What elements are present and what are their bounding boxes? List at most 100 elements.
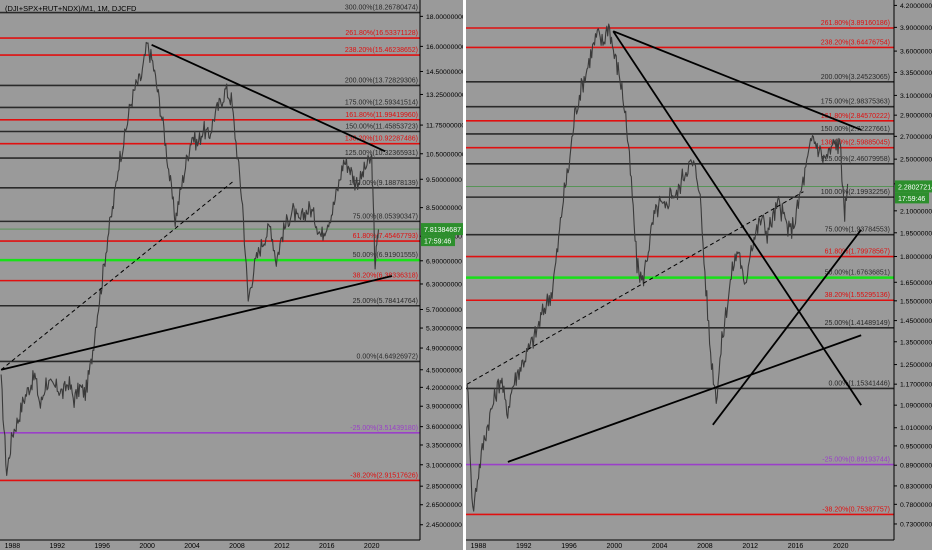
price-axis-tick-label: 3.35000000 <box>900 70 932 77</box>
time-axis-tick-label: 2012 <box>742 543 758 550</box>
fib-level-label: 175.00%(12.59341514) <box>345 99 418 106</box>
time-axis-tick-label: 1988 <box>5 543 21 550</box>
current-price-label: 2.28027214 <box>898 184 932 191</box>
fib-level-label: 100.00%(2.19932256) <box>821 189 890 196</box>
price-axis-tick-label: 4.20000000 <box>426 385 462 392</box>
time-axis-tick-label: 1996 <box>561 543 577 550</box>
price-axis-background <box>894 0 932 550</box>
fib-level-label: 125.00%(10.32365931) <box>345 150 418 157</box>
price-axis-tick-label: 5.30000000 <box>426 326 462 333</box>
price-axis-tick-label: 5.70000000 <box>426 307 462 314</box>
price-axis-tick-label: 4.90000000 <box>426 346 462 353</box>
fib-level-label: 50.00%(6.91901555) <box>353 252 418 259</box>
price-series-line <box>0 41 379 477</box>
fib-level-label: 138.20%(10.92287486) <box>345 136 418 143</box>
countdown-badge <box>421 235 455 247</box>
countdown-label: 17:59:46 <box>898 196 925 203</box>
price-axis-tick-label: 2.85000000 <box>426 484 462 491</box>
left-chart-panel[interactable]: 300.00%(18.26780474) 261.80%(16.53371128)… <box>0 0 463 550</box>
price-series-line <box>466 23 849 512</box>
price-axis-tick-label: 4.20000000 <box>900 3 932 10</box>
price-axis-tick-label: 1.17000000 <box>900 382 932 389</box>
fib-level-label: 238.20%(3.64476754) <box>821 39 890 46</box>
current-price-badge <box>421 223 463 236</box>
trend-line <box>612 30 862 131</box>
right-chart-panel[interactable]: 261.80%(3.89160186) 238.20%(3.64476754) 20… <box>466 0 932 550</box>
price-axis-tick-label: 2.90000000 <box>900 113 932 120</box>
price-axis-tick-label: 1.65000000 <box>900 280 932 287</box>
price-axis-tick-label: 4.50000000 <box>426 367 462 374</box>
price-axis-tick-label: 11.75000000 <box>426 123 463 130</box>
time-axis-tick-label: 1992 <box>49 543 65 550</box>
fib-level-label: 238.20%(15.46238652) <box>345 47 418 54</box>
fib-level-label: 25.00%(1.41489149) <box>825 320 890 327</box>
fib-level-label: 61.80%(7.45467793) <box>353 233 418 240</box>
fib-level-label: 125.00%(2.46079958) <box>821 156 890 163</box>
time-axis-tick-label: 2020 <box>833 543 849 550</box>
price-axis-tick-label: 3.60000000 <box>900 49 932 56</box>
time-axis-tick-label: 2008 <box>697 543 713 550</box>
time-axis-tick-label: 2004 <box>184 543 200 550</box>
price-axis-tick-label: 13.25000000 <box>426 92 463 99</box>
fib-level-label: 38.20%(6.38336318) <box>353 273 418 280</box>
trend-line <box>612 30 862 406</box>
price-axis-background <box>420 0 463 550</box>
time-axis-tick-label: 2016 <box>319 543 335 550</box>
price-axis-tick-label: 1.55000000 <box>900 298 932 305</box>
price-axis-tick-label: 9.50000000 <box>426 177 462 184</box>
time-axis-tick-label: 2004 <box>652 543 668 550</box>
fib-level-label: 61.80%(1.79978567) <box>825 249 890 256</box>
fib-level-label: 50.00%(1.67636851) <box>825 270 890 277</box>
time-axis-tick-label: 2016 <box>788 543 804 550</box>
fib-level-label: -25.00%(3.51439180) <box>350 425 418 432</box>
time-axis-tick-label: 2008 <box>229 543 245 550</box>
price-axis-tick-label: 18.00000000 <box>426 14 463 21</box>
panel-divider[interactable] <box>463 0 466 550</box>
fib-level-label: 100.00%(9.18878139) <box>349 180 418 187</box>
fib-level-label: 75.00%(1.93784553) <box>825 227 890 234</box>
fib-level-label: 150.00%(11.45853723) <box>345 123 418 130</box>
current-price-badge <box>895 180 932 193</box>
countdown-label: 17:59:46 <box>424 239 451 246</box>
plot-background <box>0 0 463 550</box>
fib-level-label: -38.20%(0.75387757) <box>822 506 890 513</box>
fib-level-label: 300.00%(18.26780474) <box>345 5 418 12</box>
fib-level-label: 0.00%(4.64926972) <box>357 353 419 360</box>
time-axis-tick-label: 2012 <box>274 543 290 550</box>
price-axis-tick-label: 3.10000000 <box>900 93 932 100</box>
price-axis-tick-label: 3.60000000 <box>426 424 462 431</box>
fib-level-label: 0.00%(1.15341446) <box>829 380 891 387</box>
fib-level-label: 138.20%(2.59885045) <box>821 140 890 147</box>
price-axis-tick-label: 3.90000000 <box>900 25 932 32</box>
fib-level-label: 175.00%(2.98375363) <box>821 99 890 106</box>
price-axis-tick-label: 6.30000000 <box>426 281 462 288</box>
price-axis-tick-label: 16.00000000 <box>426 44 463 51</box>
trend-line <box>151 43 386 153</box>
dashed-trend-line <box>0 181 233 371</box>
price-axis-tick-label: 8.50000000 <box>426 205 462 212</box>
chart-title: (DJI+SPX+RUT+NDX)/M1, 1M, DJCFD <box>5 4 137 13</box>
countdown-badge <box>895 192 929 204</box>
price-axis-tick-label: 2.50000000 <box>900 157 932 164</box>
time-axis-tick-label: 2000 <box>607 543 623 550</box>
fib-level-label: 161.80%(11.99419960) <box>345 112 418 119</box>
price-axis-tick-label: 2.70000000 <box>900 134 932 141</box>
price-axis-tick-label: 1.80000000 <box>900 254 932 261</box>
price-axis-tick-label: 3.10000000 <box>426 462 462 469</box>
dashed-trend-line <box>466 191 804 385</box>
price-axis-tick-label: 14.50000000 <box>426 69 463 76</box>
price-axis-tick-label: 3.35000000 <box>426 442 462 449</box>
price-axis-tick-label: 2.10000000 <box>900 208 932 215</box>
time-axis-tick-label: 1996 <box>94 543 110 550</box>
trend-line <box>0 275 393 371</box>
time-axis-tick-label: 2000 <box>139 543 155 550</box>
price-axis-tick-label: 1.25000000 <box>900 362 932 369</box>
price-axis-tick-label: 0.95000000 <box>900 443 932 450</box>
price-axis-tick-label: 3.90000000 <box>426 404 462 411</box>
fib-level-label: 75.00%(8.05390347) <box>353 213 418 220</box>
